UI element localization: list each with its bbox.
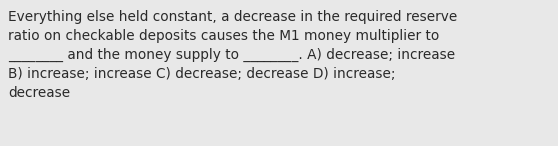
Text: Everything else held constant, a decrease in the required reserve
ratio on check: Everything else held constant, a decreas… bbox=[8, 10, 458, 100]
